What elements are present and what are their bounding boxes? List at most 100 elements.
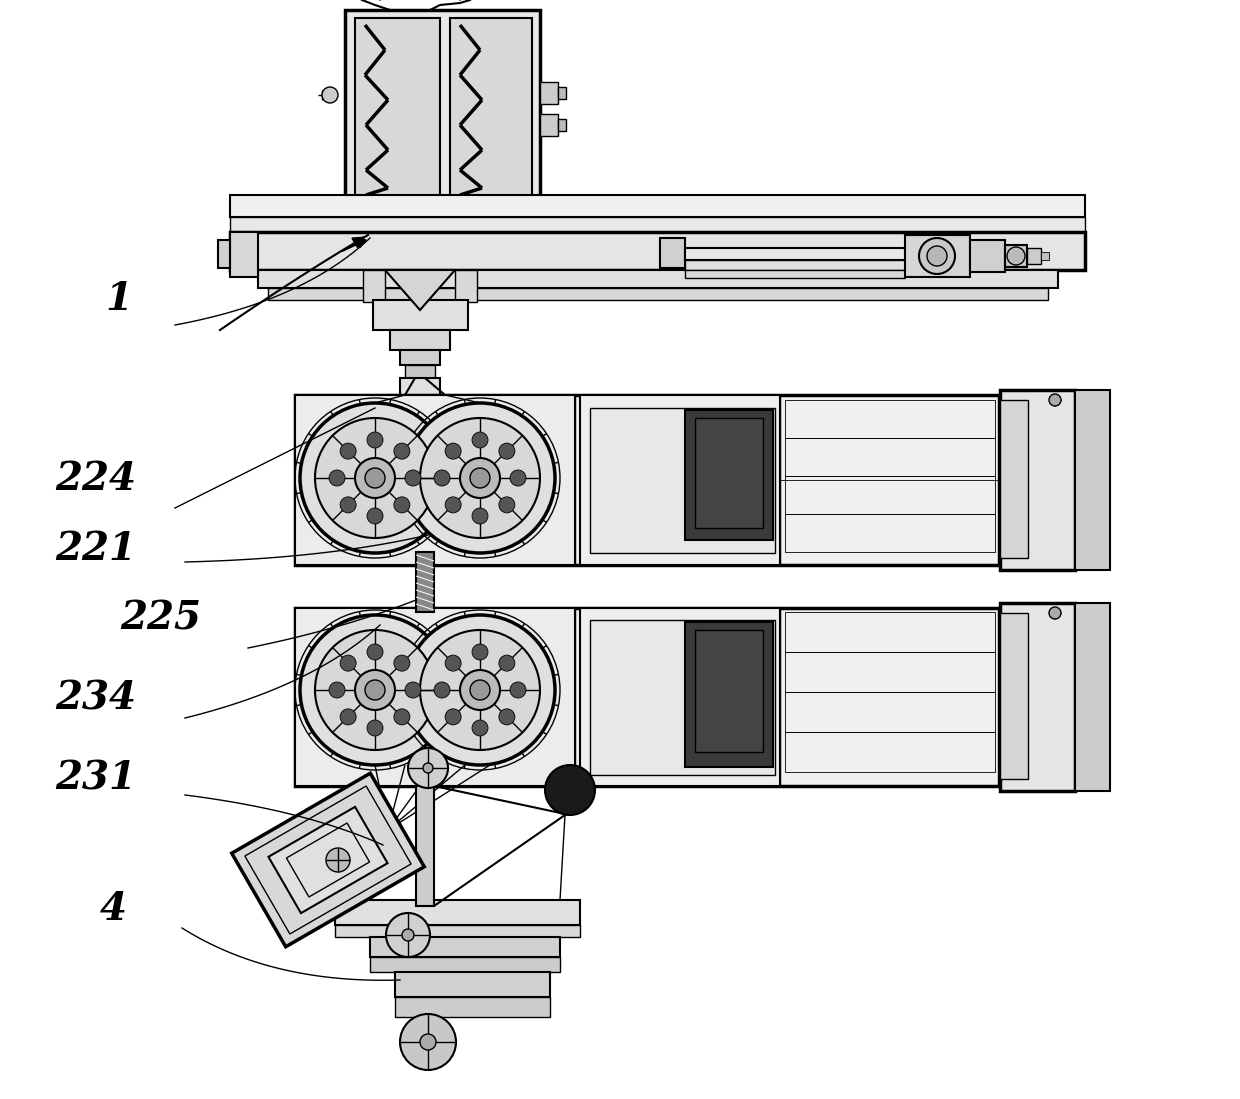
Bar [580, 608, 780, 786]
Circle shape [546, 765, 595, 815]
Bar [785, 692, 994, 732]
Text: 4: 4 [100, 890, 126, 928]
Bar [580, 395, 780, 565]
Bar [539, 82, 558, 104]
Bar [268, 288, 1048, 300]
Circle shape [472, 644, 489, 660]
Circle shape [340, 497, 356, 513]
Circle shape [423, 763, 433, 773]
Bar [684, 622, 773, 767]
Bar [999, 390, 1075, 570]
Bar [324, 91, 330, 99]
Circle shape [322, 87, 339, 103]
Bar [1027, 248, 1042, 264]
Bar [558, 87, 565, 99]
Circle shape [394, 655, 410, 671]
Circle shape [420, 630, 539, 750]
Circle shape [401, 1014, 456, 1070]
Circle shape [402, 929, 414, 941]
Circle shape [420, 1034, 436, 1050]
Circle shape [498, 655, 515, 671]
Circle shape [420, 418, 539, 539]
Circle shape [394, 709, 410, 725]
Bar [229, 232, 1085, 270]
Circle shape [300, 403, 450, 553]
Bar [660, 238, 684, 268]
Polygon shape [268, 807, 388, 913]
Bar [229, 232, 258, 277]
Circle shape [367, 644, 383, 660]
Bar [684, 270, 905, 278]
Bar [694, 418, 763, 528]
Bar [539, 114, 558, 136]
Circle shape [1007, 247, 1025, 265]
Circle shape [315, 418, 435, 539]
Bar [785, 732, 994, 771]
Bar [785, 476, 994, 514]
Circle shape [928, 246, 947, 266]
Bar [370, 937, 560, 957]
Bar [999, 400, 1028, 558]
Bar [684, 260, 905, 270]
Circle shape [498, 497, 515, 513]
Bar [229, 195, 1085, 217]
Circle shape [394, 497, 410, 513]
Bar [694, 630, 763, 752]
Circle shape [510, 470, 526, 486]
Text: 221: 221 [55, 530, 136, 568]
Bar [905, 235, 970, 277]
Circle shape [300, 615, 450, 765]
Circle shape [315, 630, 435, 750]
Circle shape [340, 709, 356, 725]
Bar [258, 270, 1058, 288]
Circle shape [1049, 395, 1061, 406]
Bar [415, 786, 434, 906]
Circle shape [405, 470, 422, 486]
Circle shape [340, 655, 356, 671]
Bar [295, 395, 1025, 565]
Polygon shape [232, 774, 424, 946]
Bar [415, 552, 434, 612]
Bar [295, 608, 575, 786]
Circle shape [445, 655, 461, 671]
Circle shape [445, 443, 461, 459]
Bar [590, 620, 775, 775]
Text: 224: 224 [55, 460, 136, 498]
Text: 225: 225 [120, 600, 201, 639]
Bar [1075, 390, 1110, 570]
Bar [590, 408, 775, 553]
Circle shape [472, 720, 489, 736]
Circle shape [386, 913, 430, 957]
Bar [335, 925, 580, 937]
Bar [785, 612, 994, 652]
Bar [684, 248, 905, 260]
Circle shape [355, 458, 396, 498]
Bar [295, 395, 575, 565]
Circle shape [405, 682, 422, 698]
Bar [970, 240, 1004, 271]
Bar [370, 957, 560, 972]
Bar [1075, 603, 1110, 791]
Text: 1: 1 [105, 280, 131, 318]
Circle shape [408, 748, 448, 788]
Bar [450, 18, 532, 198]
Text: 234: 234 [55, 680, 136, 718]
Circle shape [405, 615, 556, 765]
Circle shape [460, 458, 500, 498]
Bar [999, 613, 1028, 779]
Bar [684, 410, 773, 540]
Circle shape [434, 470, 450, 486]
Bar [558, 119, 565, 131]
Bar [355, 18, 440, 198]
Circle shape [470, 468, 490, 488]
Bar [785, 652, 994, 692]
Circle shape [329, 470, 345, 486]
Circle shape [326, 848, 350, 872]
Bar [373, 300, 467, 330]
Circle shape [355, 670, 396, 710]
Circle shape [470, 680, 490, 700]
Bar [785, 439, 994, 476]
Circle shape [367, 508, 383, 524]
Circle shape [498, 443, 515, 459]
Bar [335, 900, 580, 925]
